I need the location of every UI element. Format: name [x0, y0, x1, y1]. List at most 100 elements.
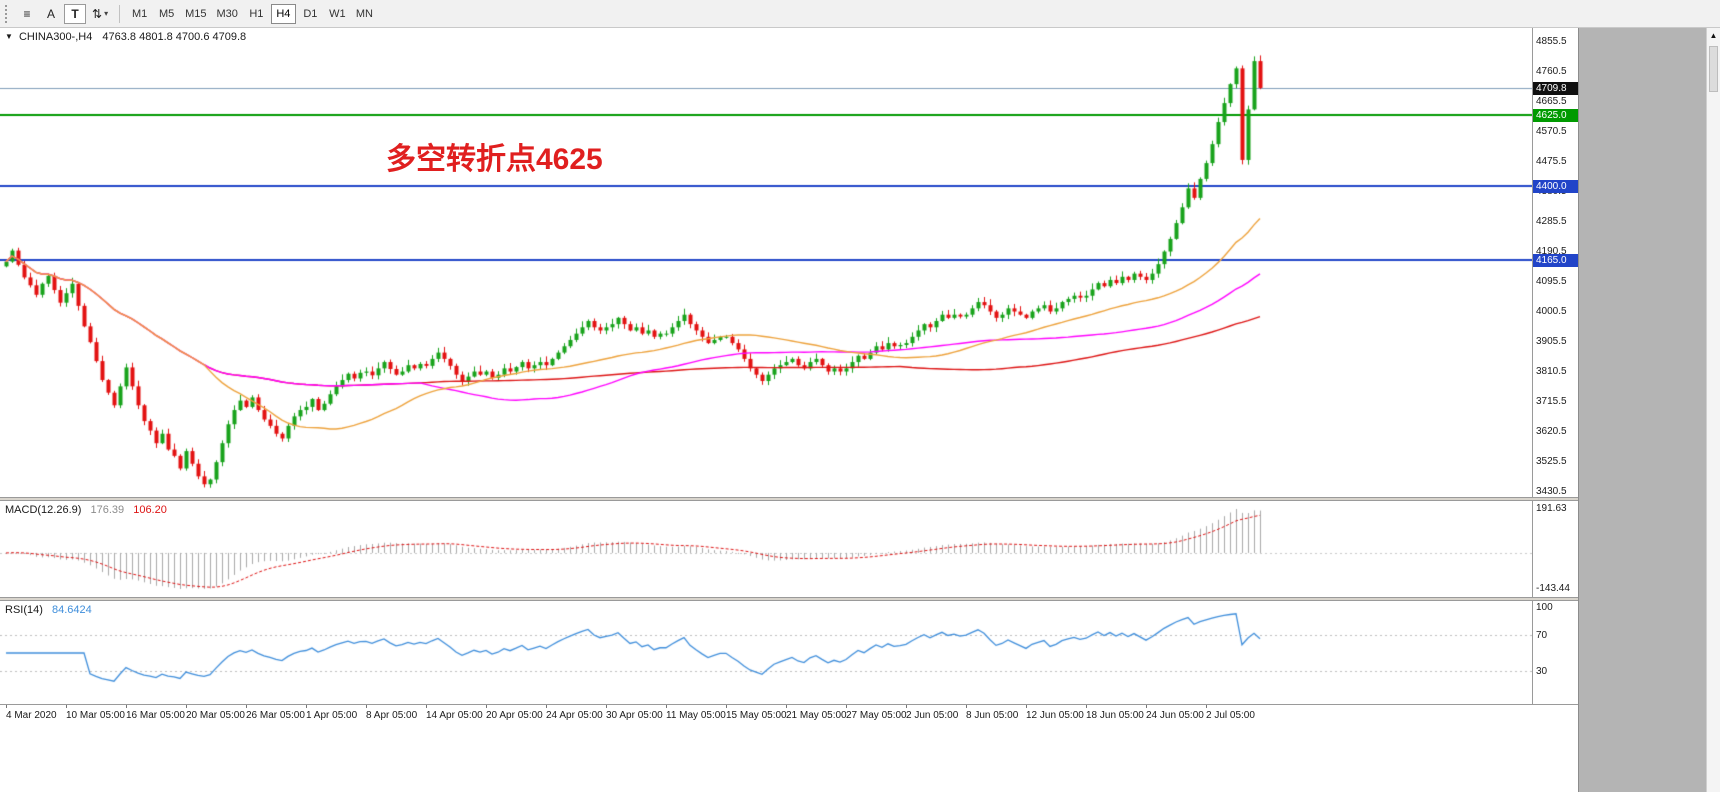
time-axis-label: 20 Mar 05:00	[186, 710, 245, 721]
price-axis-tick: 3620.5	[1536, 426, 1567, 437]
timeframe-button-m30[interactable]: M30	[216, 7, 238, 20]
time-axis-label: 12 Jun 05:00	[1026, 710, 1084, 721]
time-axis-tick	[1086, 705, 1087, 708]
dropdown-caret-icon: ▾	[104, 9, 109, 18]
price-axis-tick: 3905.5	[1536, 336, 1567, 347]
rsi-axis-tick: 70	[1536, 629, 1548, 641]
price-axis-tick: 4000.5	[1536, 306, 1567, 317]
price-axis[interactable]: 4855.54760.54665.54570.54475.54380.54285…	[1532, 28, 1579, 497]
timeframe-button-mn[interactable]: MN	[355, 7, 373, 20]
rsi-value: 84.6424	[51, 604, 92, 616]
time-axis-label: 27 May 05:00	[846, 710, 907, 721]
macd-header: MACD(12.26.9) 176.39 106.20	[5, 504, 167, 516]
time-axis-tick	[1146, 705, 1147, 708]
time-axis-tick	[966, 705, 967, 708]
bottom-filler	[0, 724, 1578, 792]
timeframe-button-d1[interactable]: D1	[303, 7, 318, 20]
timeframe-button-w1[interactable]: W1	[329, 7, 346, 20]
timeframe-button-h4[interactable]: H4	[270, 3, 296, 24]
price-axis-tick: 4665.5	[1536, 96, 1567, 107]
macd-pane: MACD(12.26.9) 176.39 106.20 191.63 -143.4…	[0, 501, 1578, 597]
time-axis-label: 15 May 05:00	[726, 710, 787, 721]
macd-axis[interactable]: 191.63 -143.44	[1532, 501, 1578, 597]
time-axis-label: 16 Mar 05:00	[126, 710, 185, 721]
pane-splitter[interactable]	[0, 497, 1578, 501]
time-axis-tick	[486, 705, 487, 708]
time-axis-tick	[126, 705, 127, 708]
time-axis-label: 2 Jun 05:00	[906, 710, 959, 721]
time-axis-label: 8 Jun 05:00	[966, 710, 1019, 721]
price-axis-tick: 4285.5	[1536, 216, 1567, 227]
macd-signal-value: 106.20	[133, 504, 167, 516]
time-axis-tick	[1026, 705, 1027, 708]
pane-splitter[interactable]	[0, 597, 1578, 601]
time-axis-label: 24 Jun 05:00	[1146, 710, 1204, 721]
time-axis-tick	[186, 705, 187, 708]
window-right-filler: ▲	[1578, 28, 1720, 792]
toolbar-separator	[119, 4, 121, 23]
rsi-axis-tick: 100	[1536, 602, 1553, 613]
macd-main-value: 176.39	[90, 504, 125, 516]
time-axis-tick	[606, 705, 607, 708]
time-axis-label: 21 May 05:00	[786, 710, 847, 721]
price-axis-tick: 3810.5	[1536, 366, 1567, 377]
macd-axis-tick: 191.63	[1536, 503, 1567, 514]
price-axis-tick: 4190.5	[1536, 246, 1567, 257]
timeframe-button-m5[interactable]: M5	[158, 7, 175, 20]
price-axis-tick: 3430.5	[1536, 486, 1567, 497]
time-axis-label: 14 Apr 05:00	[426, 710, 483, 721]
price-axis-tick: 4095.5	[1536, 276, 1567, 287]
time-axis-label: 2 Jul 05:00	[1206, 710, 1255, 721]
toolbar-grip[interactable]	[5, 4, 10, 23]
time-axis-label: 11 May 05:00	[666, 710, 726, 721]
time-axis-label: 26 Mar 05:00	[246, 710, 305, 721]
time-axis-label: 18 Jun 05:00	[1086, 710, 1144, 721]
rsi-label: RSI(14)	[5, 604, 43, 616]
rsi-axis[interactable]: 100 70 30	[1532, 601, 1578, 704]
time-axis[interactable]: 4 Mar 2020 10 Mar 05:00 16 Mar 05:00 20 Mar…	[0, 704, 1578, 724]
symbol-marker-icon: ▼	[5, 32, 13, 41]
time-axis-tick	[726, 705, 727, 708]
time-axis-tick	[6, 705, 7, 708]
macd-axis-tick: -143.44	[1536, 583, 1570, 594]
time-axis-tick	[306, 705, 307, 708]
chart-annotation: 多空转折点4625	[386, 143, 603, 176]
timeframe-button-m15[interactable]: M15	[185, 7, 207, 20]
price-level-badge: 4625.0	[1533, 109, 1579, 122]
macd-label: MACD(12.26.9)	[5, 504, 82, 516]
price-chart-canvas[interactable]	[0, 28, 1532, 497]
line-studies-icon[interactable]: ≡	[23, 6, 31, 21]
time-axis-tick	[246, 705, 247, 708]
price-axis-tick: 3715.5	[1536, 396, 1567, 407]
rsi-axis-tick: 30	[1536, 666, 1548, 678]
chart-title: CHINA300-,H4	[18, 31, 93, 43]
rsi-canvas[interactable]	[0, 601, 1532, 704]
timeframe-button-h1[interactable]: H1	[249, 7, 264, 20]
time-axis-label: 4 Mar 2020	[6, 710, 57, 721]
scrollbar-thumb[interactable]	[1709, 46, 1718, 92]
time-axis-label: 8 Apr 05:00	[366, 710, 418, 721]
time-axis-tick	[1206, 705, 1207, 708]
rsi-pane: RSI(14) 84.6424 100 70 30	[0, 601, 1578, 704]
time-axis-tick	[426, 705, 427, 708]
time-axis-tick	[786, 705, 787, 708]
toolbar: ≡ A T ⇅ ▾ M1 M5 M15 M30 H1 H4 D1 W1 MN	[0, 0, 1720, 28]
chart-ohlc: 4763.8 4801.8 4700.6 4709.8	[102, 31, 247, 43]
price-axis-tick: 4475.5	[1536, 156, 1567, 167]
time-axis-label: 30 Apr 05:00	[606, 710, 663, 721]
text-box-tool-button[interactable]: T	[64, 3, 86, 24]
line-studies-toolbar: ≡ A T ⇅ ▾	[16, 3, 112, 24]
macd-canvas[interactable]	[0, 501, 1532, 597]
text-label-tool-button[interactable]: A	[46, 6, 55, 21]
time-axis-tick	[366, 705, 367, 708]
time-axis-tick	[66, 705, 67, 708]
vertical-scrollbar[interactable]: ▲	[1706, 28, 1720, 792]
arrows-tool-button[interactable]: ⇅ ▾	[92, 6, 109, 21]
chart-header: ▼ CHINA300-,H4 4763.8 4801.8 4700.6 4709…	[5, 31, 246, 43]
time-axis-tick	[846, 705, 847, 708]
timeframe-button-m1[interactable]: M1	[131, 7, 148, 20]
scroll-up-icon[interactable]: ▲	[1709, 31, 1718, 40]
price-level-badge: 4709.8	[1533, 82, 1579, 95]
price-level-badge: 4400.0	[1533, 180, 1579, 193]
